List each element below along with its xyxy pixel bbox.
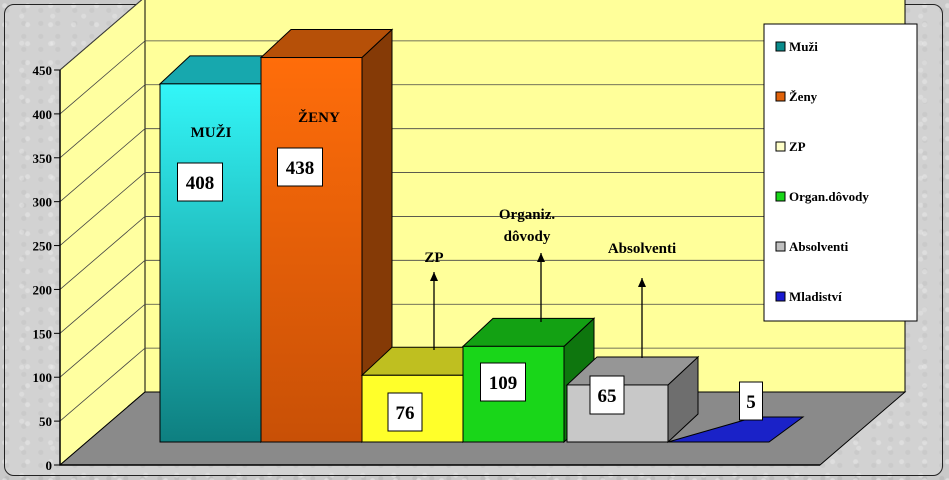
bar-label: ŽENY bbox=[298, 109, 340, 126]
value-label-box bbox=[277, 147, 323, 187]
value-label: 65 bbox=[598, 386, 617, 407]
y-tick-label: 200 bbox=[33, 282, 53, 297]
legend-label: Muži bbox=[789, 39, 818, 54]
arrow-head bbox=[430, 272, 438, 281]
value-label: 438 bbox=[286, 158, 315, 179]
value-label-box bbox=[177, 162, 223, 202]
arrow-head bbox=[537, 253, 545, 262]
bar-6 bbox=[667, 416, 805, 443]
gridline bbox=[59, 216, 905, 290]
value-label: 109 bbox=[489, 373, 518, 394]
value-label: 5 bbox=[746, 392, 756, 413]
side-wall bbox=[59, 0, 146, 467]
legend-label: Organ.dôvody bbox=[789, 189, 869, 204]
y-tick-label: 100 bbox=[33, 370, 53, 385]
bar-front bbox=[260, 57, 363, 443]
gridline bbox=[59, 347, 905, 422]
y-tick-label: 0 bbox=[46, 458, 53, 473]
legend-label: ZP bbox=[789, 139, 806, 154]
y-tick-label: 350 bbox=[33, 151, 53, 166]
legend-swatch bbox=[775, 41, 786, 52]
y-tick-label: 300 bbox=[33, 195, 53, 210]
bar-5 bbox=[565, 355, 700, 444]
bar-label: MUŽI bbox=[191, 124, 232, 141]
value-label: 76 bbox=[396, 403, 415, 424]
bar-label: ZP bbox=[424, 250, 443, 266]
value-label: 408 bbox=[186, 173, 215, 194]
value-label-box bbox=[589, 375, 625, 415]
y-tick-label: 450 bbox=[33, 63, 53, 78]
legend-swatch bbox=[775, 141, 786, 152]
legend bbox=[763, 23, 918, 322]
legend-swatch bbox=[775, 291, 786, 302]
gridline bbox=[59, 303, 905, 378]
legend-swatch bbox=[775, 241, 786, 252]
bar-label: Absolventi bbox=[608, 241, 676, 257]
y-tick-label: 50 bbox=[39, 414, 52, 429]
legend-label: Absolventi bbox=[789, 239, 849, 254]
legend-label: Ženy bbox=[789, 89, 818, 104]
value-label-box bbox=[739, 381, 763, 421]
y-tick-label: 400 bbox=[33, 107, 53, 122]
legend-swatch bbox=[775, 191, 786, 202]
y-tick-label: 150 bbox=[33, 326, 53, 341]
gridline bbox=[59, 259, 905, 334]
legend-swatch bbox=[775, 91, 786, 102]
gridline bbox=[59, 40, 905, 115]
y-tick-label: 250 bbox=[33, 239, 53, 254]
gridline bbox=[59, 172, 905, 246]
bar-front bbox=[159, 83, 262, 443]
value-label-box bbox=[480, 362, 526, 402]
gridline bbox=[59, 84, 905, 159]
bar-2 bbox=[259, 28, 394, 444]
arrow-head bbox=[638, 278, 646, 287]
gridline bbox=[59, 0, 143, 71]
legend-label: Mladiství bbox=[789, 289, 842, 304]
bar-label: Organiz. bbox=[499, 207, 555, 223]
bar-label: dôvody bbox=[504, 229, 551, 245]
bar-top bbox=[667, 416, 805, 443]
value-label-box bbox=[387, 392, 423, 432]
gridline bbox=[59, 128, 905, 202]
